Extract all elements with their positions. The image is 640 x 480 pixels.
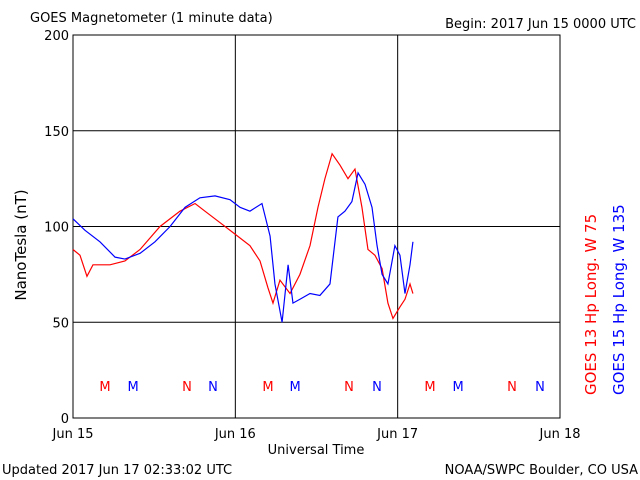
time-marker: N bbox=[344, 380, 354, 395]
y-tick-label: 50 bbox=[52, 316, 69, 331]
time-marker: M bbox=[452, 380, 463, 395]
chart-subtitle: Begin: 2017 Jun 15 0000 UTC bbox=[445, 17, 636, 32]
footer-left: Updated 2017 Jun 17 02:33:02 UTC bbox=[2, 463, 232, 478]
x-tick-label: Jun 15 bbox=[52, 427, 94, 442]
time-marker: N bbox=[208, 380, 218, 395]
time-marker: M bbox=[127, 380, 138, 395]
time-marker: M bbox=[424, 380, 435, 395]
y-tick-label: 200 bbox=[44, 29, 69, 44]
chart-title: GOES Magnetometer (1 minute data) bbox=[30, 11, 273, 26]
x-axis-label: Universal Time bbox=[268, 443, 365, 458]
series-line bbox=[72, 171, 414, 323]
legend-entry: GOES 15 Hp Long. W 135 bbox=[610, 204, 628, 395]
time-marker: M bbox=[99, 380, 110, 395]
y-tick-label: 100 bbox=[44, 221, 69, 236]
series-line bbox=[72, 152, 414, 320]
time-marker: N bbox=[507, 380, 517, 395]
y-axis-label: NanoTesla (nT) bbox=[12, 189, 30, 300]
time-marker: N bbox=[372, 380, 382, 395]
x-tick-label: Jun 16 bbox=[214, 427, 256, 442]
time-marker: N bbox=[182, 380, 192, 395]
y-tick-label: 150 bbox=[44, 125, 69, 140]
time-marker: M bbox=[262, 380, 273, 395]
x-tick-label: Jun 18 bbox=[539, 427, 581, 442]
x-tick-label: Jun 17 bbox=[376, 427, 418, 442]
footer-right: NOAA/SWPC Boulder, CO USA bbox=[445, 463, 638, 478]
legend-entry: GOES 13 Hp Long. W 75 bbox=[582, 214, 600, 395]
y-tick-label: 0 bbox=[61, 412, 69, 427]
time-marker: N bbox=[535, 380, 545, 395]
time-marker: M bbox=[289, 380, 300, 395]
